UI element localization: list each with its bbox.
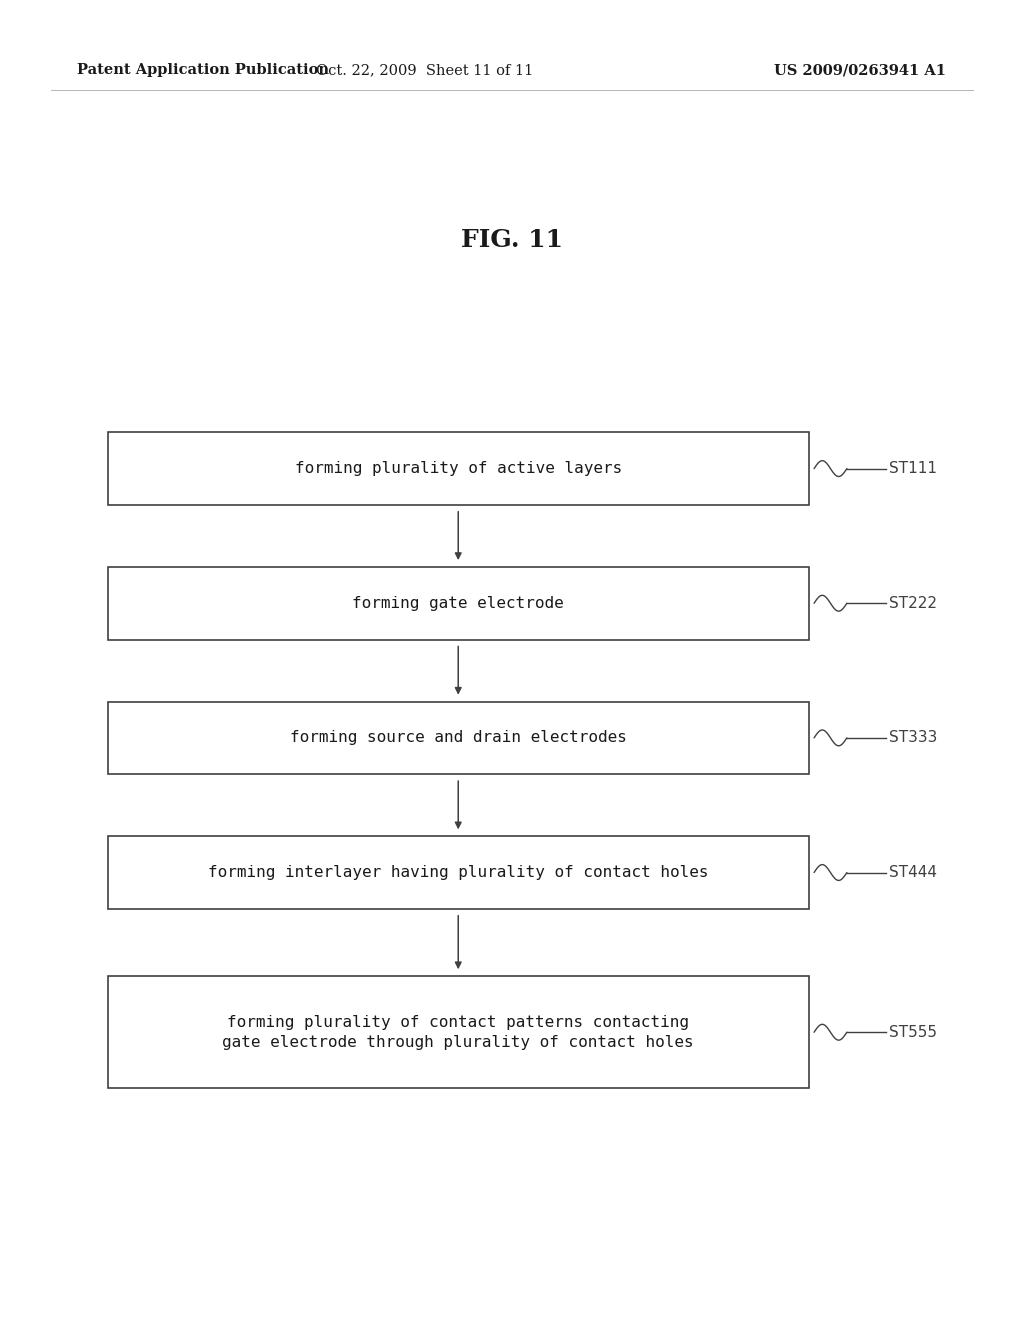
Text: Patent Application Publication: Patent Application Publication: [77, 63, 329, 77]
Bar: [108, 702, 809, 774]
Text: ST333: ST333: [889, 730, 937, 746]
Text: ST555: ST555: [889, 1024, 937, 1040]
Text: forming source and drain electrodes: forming source and drain electrodes: [290, 730, 627, 746]
Text: forming plurality of contact patterns contacting
gate electrode through pluralit: forming plurality of contact patterns co…: [222, 1015, 694, 1049]
Bar: [108, 977, 809, 1088]
Text: US 2009/0263941 A1: US 2009/0263941 A1: [774, 63, 946, 77]
Text: forming interlayer having plurality of contact holes: forming interlayer having plurality of c…: [208, 865, 709, 880]
Text: forming gate electrode: forming gate electrode: [352, 595, 564, 611]
Text: forming plurality of active layers: forming plurality of active layers: [295, 461, 622, 477]
Text: ST111: ST111: [889, 461, 937, 477]
Text: ST222: ST222: [889, 595, 937, 611]
Bar: [108, 433, 809, 504]
Bar: [108, 568, 809, 639]
Bar: [108, 837, 809, 908]
Text: ST444: ST444: [889, 865, 937, 880]
Text: FIG. 11: FIG. 11: [461, 228, 563, 252]
Text: Oct. 22, 2009  Sheet 11 of 11: Oct. 22, 2009 Sheet 11 of 11: [316, 63, 534, 77]
